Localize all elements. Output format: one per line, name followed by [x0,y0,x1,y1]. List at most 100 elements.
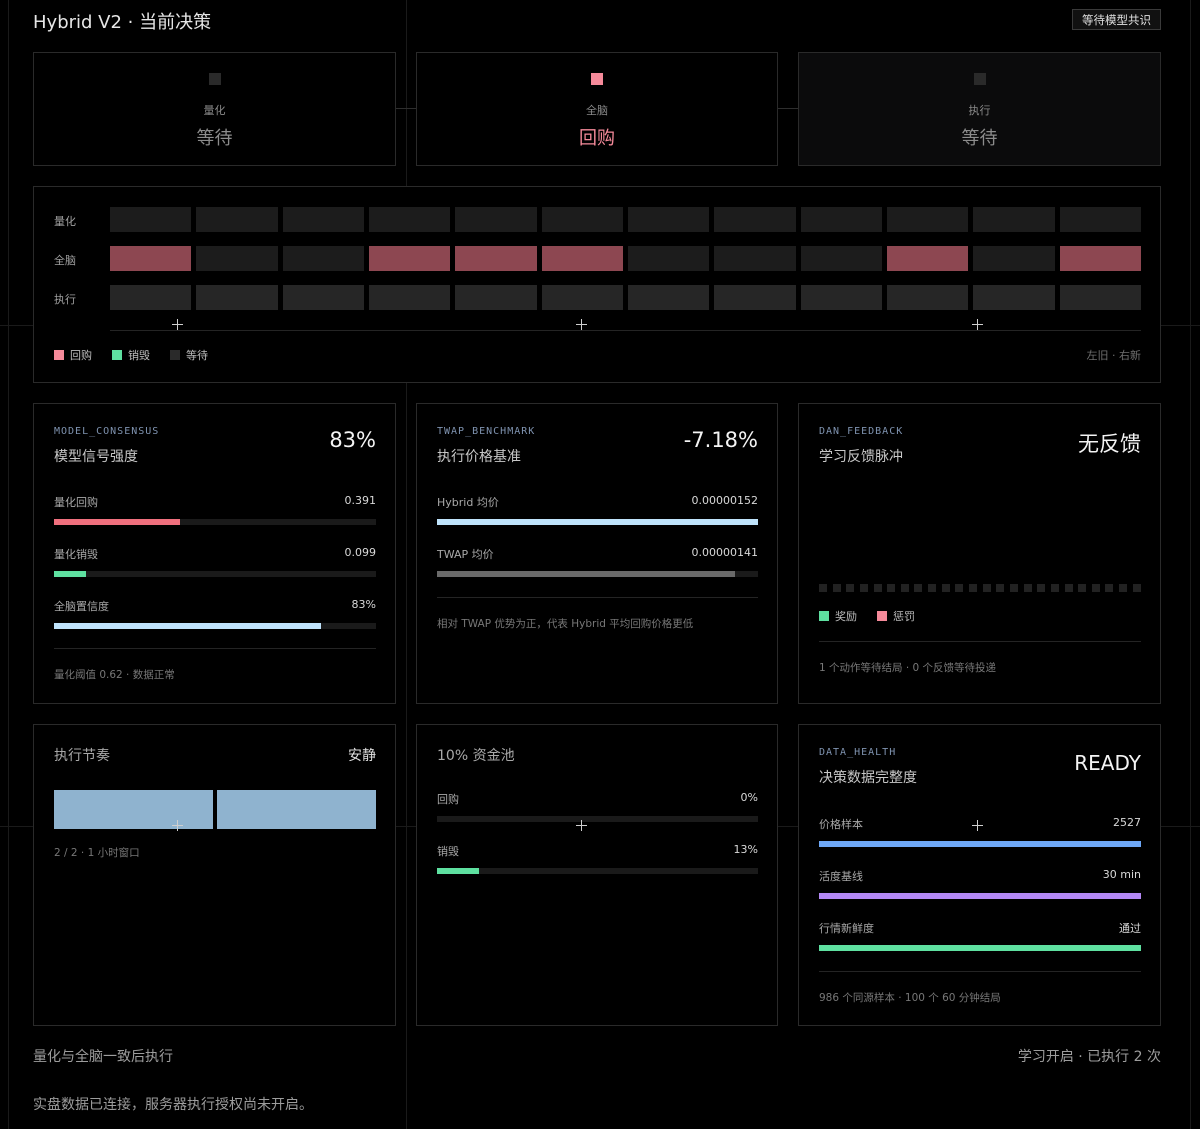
model-consensus-panel: MODEL_CONSENSUS 模型信号强度 83% 量化回购 0.391 量化… [33,403,396,704]
feedback-pulse-dot [1023,584,1032,592]
timeline-cell [1059,246,1141,271]
progress-track [437,519,758,525]
dan-feedback-panel: DAN_FEEDBACK 学习反馈脉冲 无反馈 奖励 惩罚 1 个动作等待结局 … [798,403,1161,704]
bar-label: 价格样本 [819,818,863,831]
progress-fill [819,841,1141,847]
timeline-order-hint: 左旧 · 右新 [1086,349,1142,362]
bar-value: 30 min [1102,868,1141,881]
bar-value: 0.099 [344,546,377,559]
bar-value: 83% [351,598,376,611]
legend-swatch [54,350,64,360]
timeline-cell [369,207,451,232]
status-badge: 等待模型共识 [1072,9,1161,30]
crosshair-marker [576,319,587,330]
timeline-cell [714,285,796,310]
timeline-cell [628,246,710,271]
legend-item-penalty: 惩罚 [877,608,915,624]
timeline-cell [887,207,969,232]
crosshair-marker [972,319,983,330]
stage-value: 回购 [579,128,615,149]
stage-connector [778,108,798,109]
divider [54,648,376,649]
timeline-cell [973,246,1055,271]
timeline-cell [714,246,796,271]
divider [819,641,1141,642]
twap-benchmark-panel: TWAP_BENCHMARK 执行价格基准 -7.18% Hybrid 均价 0… [416,403,778,704]
feedback-legend: 奖励 惩罚 [819,608,935,624]
legend-item-buyback: 回购 [54,347,92,363]
bar-value: 2527 [1113,816,1141,829]
progress-fill [54,623,322,629]
timeline-cell [714,207,796,232]
stage-indicator [208,73,221,85]
feedback-pulse-dot [914,584,923,592]
feedback-pulse-dot [1037,584,1046,592]
bar-label: 量化销毁 [54,548,98,561]
feedback-pulse-dot [887,584,896,592]
timeline-cell [110,207,192,232]
fund-pool-panel: 10% 资金池 回购 0% 销毁 13% [416,724,778,1026]
legend-swatch [819,611,829,621]
feedback-pulse-dot [819,584,827,592]
progress-fill [54,571,86,577]
bar-label: 回购 [437,793,459,806]
panel-code: TWAP_BENCHMARK [437,426,536,437]
stage-connector [396,108,416,109]
timeline-cell [800,207,882,232]
panel-footer: 2 / 2 · 1 小时窗口 [54,847,140,859]
legend-item-burn: 销毁 [112,347,150,363]
bar-value: 0.391 [344,494,377,507]
timeline-cell [541,285,623,310]
legend-item-wait: 等待 [170,347,208,363]
timeline-cell [282,285,364,310]
timeline-cell [541,246,623,271]
feedback-pulse-dot [873,584,882,592]
timeline-cell [282,207,364,232]
bar-label: 销毁 [437,845,459,858]
progress-track [54,571,376,577]
timeline-cell [196,207,278,232]
crosshair-marker [972,820,983,831]
rhythm-block [217,790,376,829]
timeline-cell [1059,207,1141,232]
timeline-cell [887,285,969,310]
progress-fill [819,945,1141,951]
bar-label: TWAP 均价 [437,548,494,561]
feedback-pulse-dot [1078,584,1087,592]
timeline-legend: 回购 销毁 等待 [54,347,228,363]
progress-track [54,519,376,525]
panel-code: DATA_HEALTH [819,747,897,758]
timeline-cell [541,207,623,232]
panel-title: 决策数据完整度 [819,770,917,786]
bar-value: 0.00000141 [691,546,758,559]
connection-note: 实盘数据已连接，服务器执行授权尚未开启。 [33,1097,313,1113]
panel-footer: 986 个同源样本 · 100 个 60 分钟结局 [819,992,1001,1004]
page-title: Hybrid V2 · 当前决策 [33,12,212,33]
progress-fill [437,571,735,577]
rhythm-blocks [54,790,376,829]
feedback-pulse-track [819,584,1141,592]
stage-indicator [591,73,603,85]
panel-title: 学习反馈脉冲 [819,449,903,465]
feedback-pulse-dot [996,584,1005,592]
panel-footer: 1 个动作等待结局 · 0 个反馈等待投递 [819,662,997,674]
timeline-divider [110,330,1141,331]
progress-fill [54,519,180,525]
stage-label: 量化 [203,104,226,117]
learning-status-text: 学习开启 · 已执行 2 次 [1017,1049,1161,1065]
rhythm-block [54,790,213,829]
feedback-pulse-dot [928,584,937,592]
progress-fill [437,868,479,874]
legend-swatch [170,350,180,360]
crosshair-marker [172,820,183,831]
feedback-pulse-dot [1050,584,1059,592]
timeline-row-label: 全脑 [54,254,76,267]
progress-track [819,893,1141,899]
feedback-pulse-dot [982,584,991,592]
panel-code: DAN_FEEDBACK [819,426,904,437]
execution-rhythm-panel: 执行节奏 安静 2 / 2 · 1 小时窗口 [33,724,396,1026]
legend-item-reward: 奖励 [819,608,857,624]
decision-timeline: 量化 全脑 执行 回购 销毁 等待 左旧 · 右新 [33,186,1161,383]
feedback-pulse-dot [900,584,909,592]
bar-value: 0% [740,791,758,804]
